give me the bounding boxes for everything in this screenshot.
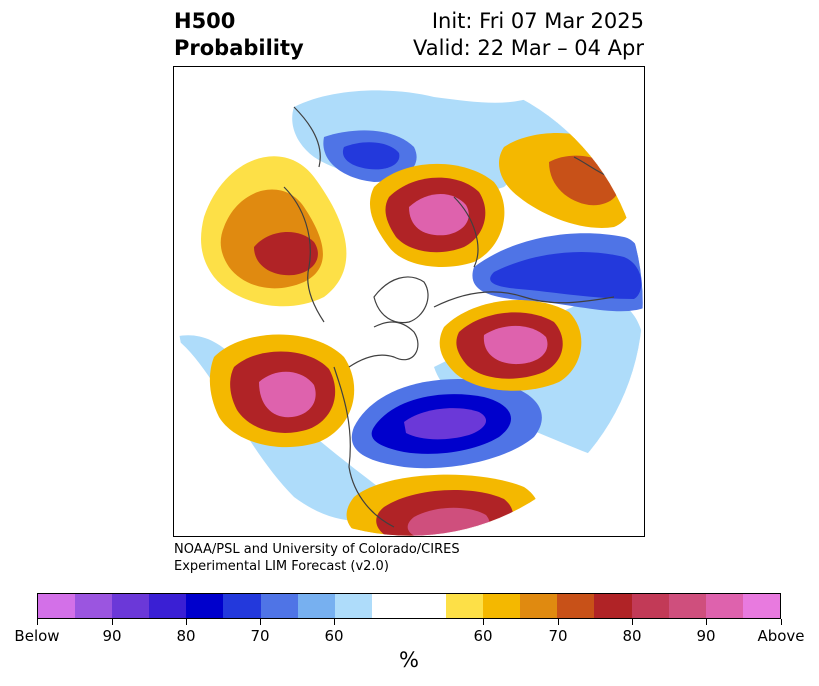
colorbar-tick (705, 619, 707, 625)
colorbar-tick-label: 70 (250, 627, 270, 645)
colorbar-tick (557, 619, 559, 625)
colorbar-segment (668, 594, 706, 618)
colorbar-tick-label: 60 (473, 627, 493, 645)
colorbar-segment (149, 594, 187, 618)
colorbar-tick-label: Above (757, 627, 805, 645)
colorbar-segment (520, 594, 558, 618)
colorbar (37, 593, 781, 619)
colorbar-segment (38, 594, 76, 618)
colorbar-segment (223, 594, 261, 618)
forecast-dates: Init: Fri 07 Mar 2025 Valid: 22 Mar – 04… (413, 8, 644, 62)
credit-text: NOAA/PSL and University of Colorado/CIRE… (174, 541, 460, 575)
colorbar-segment (594, 594, 632, 618)
colorbar-tick-label: Below (14, 627, 60, 645)
above-region-north-pacific-core (254, 231, 318, 276)
colorbar-tick (631, 619, 633, 625)
colorbar-segment (446, 594, 484, 618)
below-region-siberia-core (490, 252, 642, 299)
colorbar-tick (111, 619, 113, 625)
below-region-arctic-core (342, 142, 400, 170)
colorbar-segment (631, 594, 669, 618)
coastline-greenland (373, 276, 429, 324)
colorbar-segment (260, 594, 298, 618)
coastline-eurasia (293, 106, 615, 308)
coastline-alaska (283, 186, 325, 323)
probability-map (173, 66, 645, 537)
colorbar-segment (742, 594, 780, 618)
colorbar-segment (75, 594, 113, 618)
colorbar-tick (259, 619, 261, 625)
credit-line-1: NOAA/PSL and University of Colorado/CIRE… (174, 542, 460, 557)
colorbar-segment (371, 594, 409, 618)
coastline-layer (283, 86, 635, 528)
colorbar-tick-label: 90 (102, 627, 122, 645)
map-svg (176, 69, 644, 536)
colorbar-tick (36, 619, 38, 625)
colorbar-segment (483, 594, 521, 618)
above-region-europe-core (483, 325, 548, 365)
above-region-pacific-core (259, 371, 316, 418)
below-region-north-america-peak (404, 408, 487, 440)
colorbar-segment (557, 594, 595, 618)
colorbar-segment (186, 594, 224, 618)
colorbar-segment (334, 594, 372, 618)
colorbar-tick-label: 70 (548, 627, 568, 645)
credit-line-2: Experimental LIM Forecast (v2.0) (174, 559, 389, 574)
colorbar-tick (333, 619, 335, 625)
chart-title: H500 Probability (174, 8, 304, 62)
coastline-north-america (333, 321, 419, 528)
colorbar-unit: % (399, 648, 419, 672)
valid-range: Valid: 22 Mar – 04 Apr (413, 36, 644, 60)
colorbar-tick (482, 619, 484, 625)
colorbar-segment (705, 594, 743, 618)
colorbar-segment (112, 594, 150, 618)
colorbar-tick-label: 80 (622, 627, 642, 645)
colorbar-segment (297, 594, 335, 618)
init-date: Init: Fri 07 Mar 2025 (431, 9, 644, 33)
colorbar-segment (408, 594, 447, 618)
colorbar-tick-label: 90 (696, 627, 716, 645)
title-variable: H500 (174, 9, 236, 33)
colorbar-tick (780, 619, 782, 625)
above-region-alaska-core (409, 194, 469, 236)
map-disc-edge (176, 69, 644, 536)
title-metric: Probability (174, 36, 304, 60)
colorbar-tick-label: 80 (176, 627, 196, 645)
colorbar-tick-label: 60 (324, 627, 344, 645)
colorbar-tick (185, 619, 187, 625)
